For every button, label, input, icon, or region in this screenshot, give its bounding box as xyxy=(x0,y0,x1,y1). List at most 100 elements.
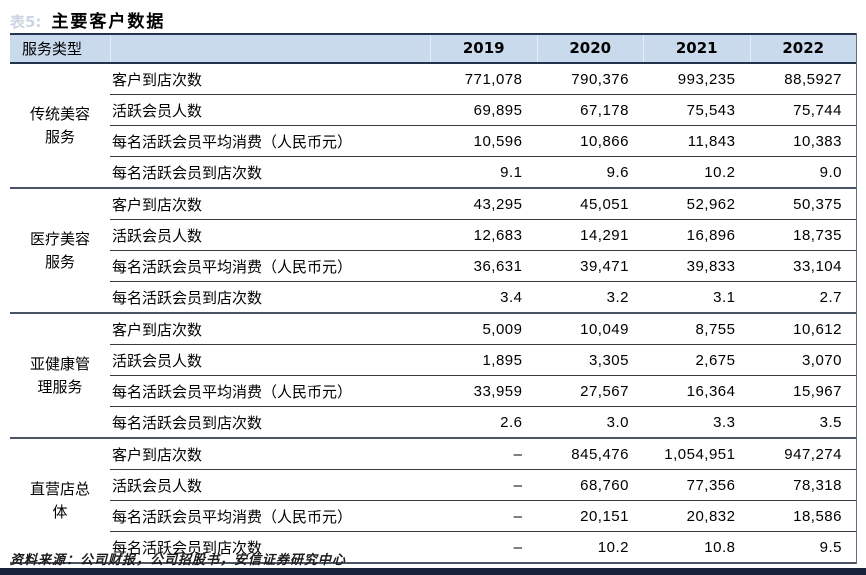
table-row: 每名活跃会员到店次数 3.4 3.2 3.1 2.7 xyxy=(110,281,856,312)
source-note: 资料来源：公司财报，公司招股书，安信证券研究中心 xyxy=(10,553,347,568)
metric-label: 活跃会员人数 xyxy=(112,476,203,495)
value-cell: 3.3 xyxy=(713,413,736,431)
group-label: 直营店总 体 xyxy=(29,480,90,521)
metric-label: 每名活跃会员平均消费（人民币元） xyxy=(112,382,353,401)
group-medical-beauty: 医疗美容 服务 客户到店次数 43,295 45,051 52,962 50,3… xyxy=(10,187,856,312)
metric-label: 客户到店次数 xyxy=(112,445,203,464)
table-row: 每名活跃会员平均消费（人民币元） 36,631 39,471 39,833 33… xyxy=(110,250,856,281)
value-cell: 39,471 xyxy=(580,257,629,275)
header-service-type: 服务类型 xyxy=(22,40,83,58)
header-spacer xyxy=(110,35,430,62)
value-cell: 27,567 xyxy=(580,382,629,400)
header-year-2021: 2021 xyxy=(643,35,750,62)
value-cell: 43,295 xyxy=(473,195,523,213)
metric-label: 每名活跃会员平均消费（人民币元） xyxy=(112,132,353,151)
value-cell: 993,235 xyxy=(677,70,736,88)
value-cell: 9.5 xyxy=(819,538,842,556)
value-cell: 75,744 xyxy=(793,101,842,119)
value-cell: 16,364 xyxy=(686,382,736,400)
value-cell: 18,735 xyxy=(793,226,842,244)
metric-label: 客户到店次数 xyxy=(112,195,203,214)
table-row: 每名活跃会员平均消费（人民币元） 33,959 27,567 16,364 15… xyxy=(110,375,856,406)
metric-label: 客户到店次数 xyxy=(112,320,203,339)
value-cell: 947,274 xyxy=(784,445,842,463)
value-cell: 9.1 xyxy=(500,163,523,181)
value-cell: 18,586 xyxy=(793,507,842,525)
value-cell: 9.0 xyxy=(819,163,842,181)
value-cell: 3.5 xyxy=(819,413,842,431)
value-cell: 14,291 xyxy=(580,226,629,244)
metric-label: 每名活跃会员到店次数 xyxy=(112,288,263,307)
value-cell: 20,151 xyxy=(580,507,629,525)
value-cell: 10,596 xyxy=(473,132,523,150)
value-cell: – xyxy=(513,538,523,556)
value-cell: 5,009 xyxy=(482,320,523,338)
group-label: 亚健康管 理服务 xyxy=(29,355,90,396)
value-cell: 10.2 xyxy=(704,163,736,181)
metric-label: 每名活跃会员到店次数 xyxy=(112,538,263,557)
table-row: 客户到店次数 771,078 790,376 993,235 88,5927 xyxy=(110,64,856,94)
table-row: 活跃会员人数 12,683 14,291 16,896 18,735 xyxy=(110,219,856,250)
value-cell: 50,375 xyxy=(793,195,842,213)
group-label: 医疗美容 服务 xyxy=(29,230,90,271)
value-cell: 3,070 xyxy=(801,351,842,369)
value-cell: 11,843 xyxy=(687,132,736,150)
value-cell: 771,078 xyxy=(464,70,523,88)
value-cell: 39,833 xyxy=(686,257,736,275)
table-row: 每名活跃会员平均消费（人民币元） – 20,151 20,832 18,586 xyxy=(110,500,856,531)
value-cell: 20,832 xyxy=(686,507,736,525)
table-row: 每名活跃会员平均消费（人民币元） 10,596 10,866 11,843 10… xyxy=(110,125,856,156)
value-cell: 845,476 xyxy=(571,445,629,463)
value-cell: 10,049 xyxy=(580,320,629,338)
value-cell: 10,866 xyxy=(580,132,629,150)
value-cell: 8,755 xyxy=(695,320,736,338)
header-year-2020: 2020 xyxy=(536,35,644,62)
table-row: 每名活跃会员到店次数 2.6 3.0 3.3 3.5 xyxy=(110,406,856,437)
header-year-2019: 2019 xyxy=(430,35,537,62)
group-traditional-beauty: 传统美容 服务 客户到店次数 771,078 790,376 993,235 8… xyxy=(10,64,856,187)
value-cell: 10,612 xyxy=(793,320,842,338)
table-row: 活跃会员人数 – 68,760 77,356 78,318 xyxy=(110,469,856,500)
value-cell: 790,376 xyxy=(571,70,629,88)
group-direct-stores-total: 直营店总 体 客户到店次数 – 845,476 1,054,951 947,27… xyxy=(10,437,856,564)
value-cell: 3.2 xyxy=(606,288,629,306)
value-cell: 3,305 xyxy=(588,351,629,369)
metric-label: 活跃会员人数 xyxy=(112,351,203,370)
value-cell: 69,895 xyxy=(473,101,523,119)
title-row: 表5: 主要客户数据 xyxy=(10,7,165,32)
value-cell: 3.0 xyxy=(606,413,629,431)
value-cell: 12,683 xyxy=(473,226,523,244)
value-cell: 16,896 xyxy=(686,226,736,244)
value-cell: 2.7 xyxy=(819,288,842,306)
value-cell: 68,760 xyxy=(580,476,629,494)
value-cell: 67,178 xyxy=(580,101,629,119)
value-cell: 2,675 xyxy=(695,351,736,369)
bottom-accent-bar xyxy=(0,568,866,575)
value-cell: 9.6 xyxy=(606,163,629,181)
value-cell: 3.1 xyxy=(713,288,736,306)
value-cell: 3.4 xyxy=(500,288,523,306)
value-cell: – xyxy=(513,507,523,525)
metric-label: 活跃会员人数 xyxy=(112,226,203,245)
page-title: 主要客户数据 xyxy=(51,12,166,32)
table-row: 客户到店次数 – 845,476 1,054,951 947,274 xyxy=(110,439,856,469)
group-label: 传统美容 服务 xyxy=(29,105,90,146)
group-subhealth-management: 亚健康管 理服务 客户到店次数 5,009 10,049 8,755 10,61… xyxy=(10,312,856,437)
value-cell: 10.2 xyxy=(597,538,629,556)
value-cell: 78,318 xyxy=(793,476,842,494)
table-row: 客户到店次数 43,295 45,051 52,962 50,375 xyxy=(110,189,856,219)
value-cell: 33,104 xyxy=(793,257,842,275)
metric-label: 活跃会员人数 xyxy=(112,101,203,120)
value-cell: 10,383 xyxy=(793,132,842,150)
table-number-tag: 表5: xyxy=(10,13,42,31)
value-cell: 36,631 xyxy=(473,257,523,275)
value-cell: 52,962 xyxy=(686,195,736,213)
value-cell: 15,967 xyxy=(793,382,842,400)
header-year-2022: 2022 xyxy=(749,35,857,62)
metric-label: 每名活跃会员到店次数 xyxy=(112,413,263,432)
value-cell: 45,051 xyxy=(580,195,629,213)
value-cell: 77,356 xyxy=(686,476,736,494)
value-cell: – xyxy=(513,445,523,463)
table-row: 活跃会员人数 69,895 67,178 75,543 75,744 xyxy=(110,94,856,125)
table-row: 每名活跃会员到店次数 9.1 9.6 10.2 9.0 xyxy=(110,156,856,187)
